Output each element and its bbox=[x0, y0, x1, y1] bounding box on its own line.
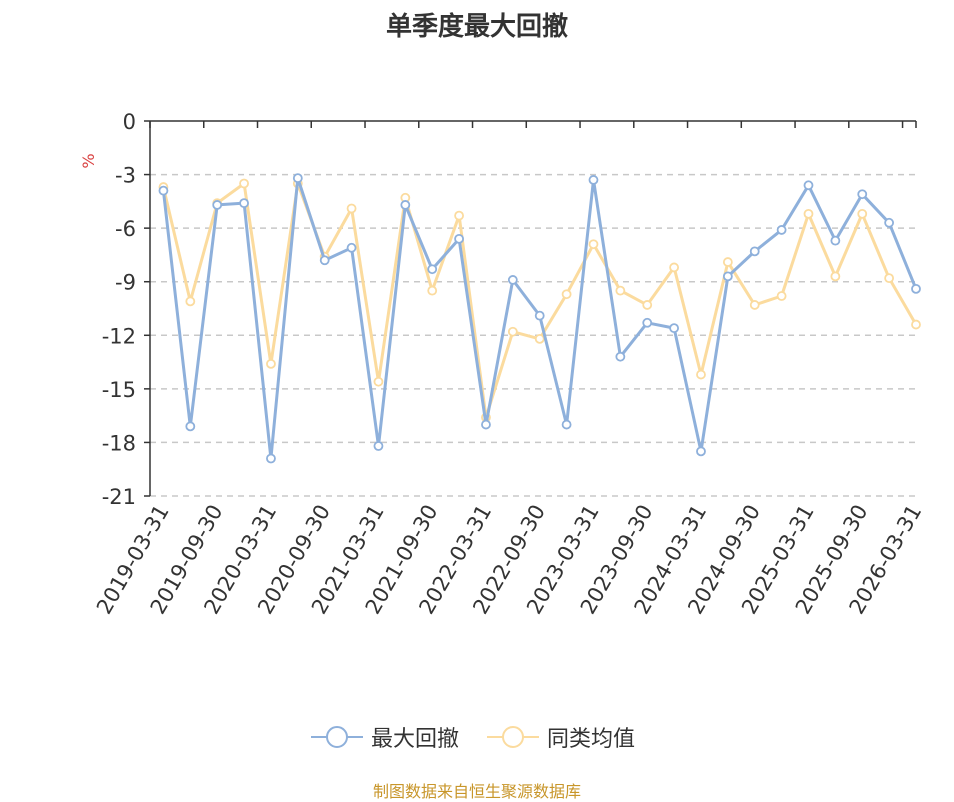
data-point[interactable] bbox=[292, 173, 303, 184]
data-point[interactable] bbox=[642, 317, 653, 328]
data-point[interactable] bbox=[642, 300, 653, 310]
data-point[interactable] bbox=[696, 369, 706, 380]
y-tick-label: -3 bbox=[115, 164, 136, 188]
data-point[interactable] bbox=[615, 285, 626, 296]
series-line-1 bbox=[161, 182, 918, 419]
data-point[interactable] bbox=[615, 351, 626, 362]
axis-layer: 0-3-6-9-12-15-18-212019-03-312019-09-302… bbox=[92, 110, 926, 618]
data-point[interactable] bbox=[427, 285, 438, 296]
data-point[interactable] bbox=[507, 275, 518, 285]
data-point[interactable] bbox=[830, 271, 841, 282]
data-point[interactable] bbox=[534, 310, 545, 321]
data-point[interactable] bbox=[884, 273, 895, 284]
data-point[interactable] bbox=[830, 235, 841, 246]
data-point[interactable] bbox=[803, 180, 814, 191]
y-tick-label: -21 bbox=[102, 485, 136, 509]
data-point[interactable] bbox=[266, 358, 276, 369]
data-point[interactable] bbox=[722, 271, 733, 282]
data-source-note: 制图数据来自恒生聚源数据库 bbox=[372, 782, 581, 801]
data-point[interactable] bbox=[239, 178, 249, 189]
series-layer bbox=[158, 173, 921, 464]
data-point[interactable] bbox=[669, 262, 680, 273]
data-point[interactable] bbox=[346, 203, 357, 214]
legend-label-peer-average: 同类均值 bbox=[547, 727, 636, 752]
data-point[interactable] bbox=[911, 319, 921, 330]
data-point[interactable] bbox=[266, 453, 276, 464]
y-tick-label: -9 bbox=[115, 271, 136, 295]
data-point[interactable] bbox=[158, 185, 169, 196]
data-point[interactable] bbox=[561, 419, 572, 430]
y-axis-unit-label: % bbox=[79, 153, 98, 168]
data-point[interactable] bbox=[239, 198, 249, 209]
data-point[interactable] bbox=[373, 441, 384, 451]
data-point[interactable] bbox=[507, 326, 518, 337]
data-point[interactable] bbox=[696, 446, 706, 457]
data-point[interactable] bbox=[212, 200, 223, 210]
chart-title: 单季度最大回撤 bbox=[385, 12, 568, 42]
legend-item-peer-average[interactable]: 同类均值 bbox=[487, 721, 635, 753]
y-tick-label: -12 bbox=[102, 324, 136, 348]
data-point[interactable] bbox=[185, 296, 196, 307]
legend-marker-max-drawdown bbox=[311, 726, 363, 748]
data-point[interactable] bbox=[346, 242, 357, 253]
data-point[interactable] bbox=[373, 376, 384, 387]
data-point[interactable] bbox=[454, 210, 464, 221]
legend-label-max-drawdown: 最大回撤 bbox=[371, 727, 460, 752]
y-tick-label: -15 bbox=[102, 378, 136, 402]
y-tick-label: -6 bbox=[115, 217, 136, 241]
data-point[interactable] bbox=[722, 257, 733, 267]
legend-marker-peer-average bbox=[487, 726, 539, 748]
data-point[interactable] bbox=[185, 421, 196, 432]
y-tick-label: -18 bbox=[102, 431, 136, 455]
data-point[interactable] bbox=[857, 208, 868, 219]
data-point[interactable] bbox=[481, 419, 491, 430]
data-point[interactable] bbox=[319, 255, 330, 266]
data-point[interactable] bbox=[911, 283, 921, 294]
y-tick-label: 0 bbox=[123, 110, 136, 134]
data-point[interactable] bbox=[803, 208, 814, 219]
grid-layer bbox=[150, 173, 916, 497]
line-chart: 0-3-6-9-12-15-18-212019-03-312019-09-302… bbox=[79, 110, 926, 618]
data-point[interactable] bbox=[749, 300, 760, 310]
data-point[interactable] bbox=[534, 333, 545, 344]
data-point[interactable] bbox=[427, 264, 438, 275]
legend-item-max-drawdown[interactable]: 最大回撤 bbox=[311, 721, 459, 753]
data-point[interactable] bbox=[454, 233, 464, 244]
data-point[interactable] bbox=[776, 225, 787, 235]
data-point[interactable] bbox=[588, 239, 599, 250]
data-point[interactable] bbox=[400, 200, 411, 210]
data-point[interactable] bbox=[561, 289, 572, 300]
data-point[interactable] bbox=[669, 323, 680, 334]
data-point[interactable] bbox=[776, 291, 787, 301]
data-point[interactable] bbox=[884, 217, 895, 228]
data-point[interactable] bbox=[588, 175, 599, 185]
data-point[interactable] bbox=[857, 189, 868, 200]
data-point[interactable] bbox=[749, 246, 760, 257]
